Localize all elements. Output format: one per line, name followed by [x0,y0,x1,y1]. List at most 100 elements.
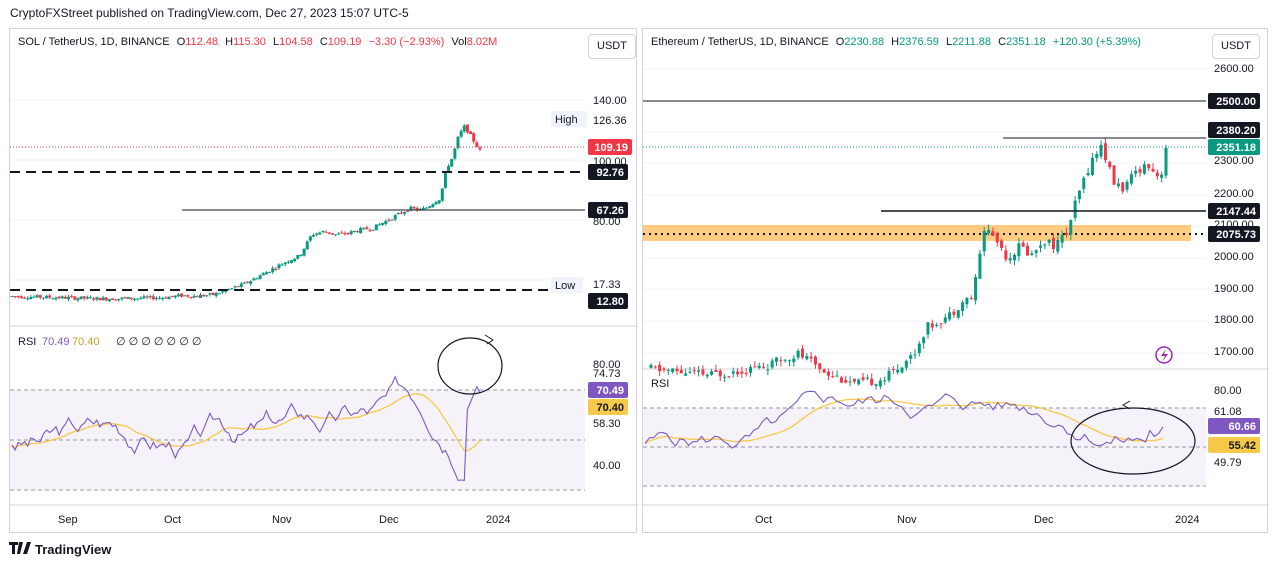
sol-candle [425,207,429,209]
sol-candle [440,188,444,201]
eth-candle [1004,250,1008,260]
eth-last-price-tag: 2351.18 [1216,142,1256,154]
sol-candle [437,200,441,204]
eth-candle [1164,147,1168,176]
sol-candle [35,295,39,298]
eth-tick-6: 1800.00 [1214,314,1254,326]
sol-candle [415,208,419,211]
sol-low-label-bg [551,277,583,293]
eth-candle [1030,253,1034,256]
eth-chart-legend: Ethereum / TetherUS, 1D, BINANCE O2230.8… [651,36,1141,48]
eth-high-label: H [891,36,900,48]
eth-time-tick-Dec: Dec [1034,514,1054,526]
sol-candle [202,294,206,297]
eth-level-2500-tag-bg [1208,93,1260,109]
sol-symbol: SOL / TetherUS, 1D, BINANCE [18,36,170,48]
sol-tick-140: 140.00 [593,95,627,107]
eth-candle [666,369,670,371]
sol-candle [104,297,108,301]
sol-candle [139,298,143,300]
sol-currency-button[interactable]: USDT [588,34,636,59]
sol-candle [255,278,259,280]
sol-candle [456,136,460,149]
sol-level-92-tag: 92.76 [596,167,624,179]
sol-candle [70,295,74,297]
eth-candle [1090,157,1094,175]
sol-level-67-tag-bg [588,202,628,218]
eth-rsi-label: RSI [651,378,669,390]
eth-level-2380-tag-bg [1208,122,1260,138]
sol-candle [308,236,312,241]
sol-candle [145,296,149,298]
sol-candle [111,298,115,300]
eth-candle [935,324,939,327]
sol-candle [63,296,67,299]
eth-chart-canvas[interactable]: 2600.002300.002200.002100.002000.001900.… [643,29,1269,534]
eth-candle [839,377,843,383]
sol-rsi-tag-bg [588,382,628,398]
sol-chart-panel[interactable]: 140.00 100.00 80.00 High 126.36 Low 17.33 109.1… [9,28,638,534]
eth-change: +120.30 (+5.39%) [1052,36,1141,48]
eth-candle [822,369,826,373]
eth-rsi-ma-tag: 55.42 [1228,440,1256,452]
sol-change: −3.30 (−2.93%) [368,36,445,48]
sol-candle [412,207,416,209]
sol-low-label: L [272,36,280,48]
sol-candle [82,296,86,299]
sol-candle [164,297,168,299]
sol-candle [340,232,344,234]
eth-rsi-ma-tag-bg [1208,437,1260,453]
eth-candle [1116,183,1120,187]
sol-candle [233,286,237,288]
lightning-icon [1161,349,1168,362]
eth-candle [965,297,969,305]
eth-candle [956,310,960,318]
sol-volume-label: Vol [451,36,467,48]
eth-candle [1021,242,1025,247]
sol-candle [418,208,422,210]
eth-candle [1017,243,1021,257]
eth-chart-panel[interactable]: 2600.00 2300.00 2200.00 2100.00 2000.00 1900.… [642,28,1269,534]
sol-candle [176,294,180,297]
eth-candle [753,366,757,368]
sol-rsi-ma-line [11,393,481,452]
sol-rsi-tick-74: 74.73 [593,368,621,380]
sol-candle [283,262,287,265]
sol-candle [268,271,272,273]
eth-symbol: Ethereum / TetherUS, 1D, BINANCE [651,36,829,48]
sol-candle [274,268,278,270]
eth-candle [1000,240,1004,248]
sol-candle [293,258,297,262]
eth-candle [943,317,947,323]
sol-candle [469,131,473,134]
sol-candle [434,202,438,205]
sol-rsi-tick-58: 58.30 [593,418,621,430]
sol-candle [208,293,212,295]
sol-candle [57,296,61,299]
sol-candle [107,299,111,302]
eth-candle [995,233,999,243]
sol-time-tick-Dec: Dec [379,514,399,526]
sol-candle [183,295,187,297]
eth-candle [658,365,662,372]
sol-candle [450,158,454,167]
eth-candle [727,376,731,378]
sol-candle [186,295,190,297]
sol-high-marker-value: 126.36 [593,115,627,127]
eth-candle [987,229,991,234]
sol-candle [29,296,33,300]
sol-candle [478,147,482,150]
sol-candle [330,233,334,235]
eth-candle [783,359,787,361]
eth-currency-button[interactable]: USDT [1212,34,1260,59]
tradingview-footer[interactable]: TradingView [9,542,111,557]
sol-candle [472,133,476,142]
eth-candle [826,371,830,376]
sol-candle [431,204,435,208]
sol-candle [173,295,177,298]
sol-candle [239,283,243,287]
eth-candle [1147,164,1151,169]
sol-candle [242,282,246,284]
eth-candle [800,348,804,358]
